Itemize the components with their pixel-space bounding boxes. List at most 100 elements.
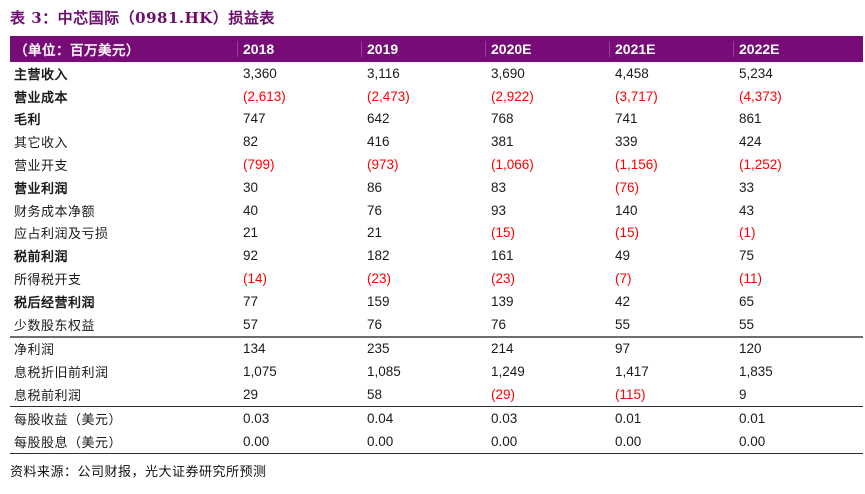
cell-value: 140 [615, 202, 638, 218]
table-title: 表 3：中芯国际（0981.HK）损益表 [10, 9, 275, 27]
cell-value: 0.00 [243, 433, 270, 449]
cell-value: 214 [491, 341, 514, 357]
cell-value: 1,249 [491, 364, 525, 380]
row-label: 其它收入 [14, 136, 69, 152]
cell-value: 747 [243, 111, 266, 127]
cell-value: 0.04 [367, 410, 394, 426]
row-label: 税前利润 [14, 250, 69, 266]
row-label: 财务成本净额 [14, 204, 96, 220]
cell-value: 424 [739, 134, 762, 150]
row-label: 息税前利润 [14, 389, 82, 405]
cell-value: 1,085 [367, 364, 401, 380]
cell-value: (76) [615, 179, 640, 195]
row-label: 营业开支 [14, 159, 69, 175]
table-row: 息税前利润 29 58 (29) (115) 9 [10, 383, 863, 407]
cell-value: 381 [491, 134, 514, 150]
cell-value: (1,066) [491, 157, 534, 173]
column-header-2021e: 2021E [609, 41, 733, 57]
table-header-row: （单位：百万美元） 2018 2019 2020E 2021E 2022E [10, 36, 863, 62]
column-header-2022e: 2022E [733, 41, 862, 57]
cell-value: 43 [739, 202, 755, 218]
cell-value: 0.00 [367, 433, 394, 449]
cell-value: (1) [739, 225, 756, 241]
cell-value: 0.03 [243, 410, 270, 426]
cell-value: 21 [243, 225, 259, 241]
cell-value: (15) [491, 225, 516, 241]
cell-value: 76 [367, 316, 383, 332]
cell-value: (29) [491, 387, 516, 403]
column-header-2018: 2018 [237, 41, 361, 57]
cell-value: 55 [739, 316, 755, 332]
cell-value: (1,156) [615, 157, 658, 173]
cell-value: (23) [367, 271, 392, 287]
cell-value: (11) [739, 271, 763, 287]
table-row: 主营收入 3,360 3,116 3,690 4,458 5,234 [10, 62, 863, 85]
row-label: 每股收益（美元） [14, 412, 123, 428]
cell-value: 3,116 [367, 65, 400, 81]
cell-value: 1,835 [739, 364, 773, 380]
cell-value: 134 [243, 341, 266, 357]
row-label: 每股股息（美元） [14, 435, 123, 451]
cell-value: 182 [367, 248, 390, 264]
row-label: 应占利润及亏损 [14, 227, 109, 243]
cell-value: 40 [243, 202, 259, 218]
cell-value: 416 [367, 134, 390, 150]
cell-value: 235 [367, 341, 390, 357]
cell-value: 0.03 [491, 410, 518, 426]
table-row: 营业成本 (2,613) (2,473) (2,922) (3,717) (4,373) [10, 85, 863, 108]
cell-value: 642 [367, 111, 390, 127]
cell-value: (4,373) [739, 88, 782, 104]
table-row: 息税折旧前利润 1,075 1,085 1,249 1,417 1,835 [10, 360, 863, 383]
cell-value: 76 [367, 202, 383, 218]
row-label: 毛利 [14, 113, 42, 129]
cell-value: 65 [739, 293, 755, 309]
cell-value: 93 [491, 202, 507, 218]
cell-value: 0.00 [615, 433, 642, 449]
cell-value: 741 [615, 111, 638, 127]
cell-value: 21 [367, 225, 383, 241]
cell-value: 97 [615, 341, 631, 357]
cell-value: (23) [491, 271, 516, 287]
table-row: 税前利润 92 182 161 49 75 [10, 244, 863, 267]
cell-value: (115) [615, 387, 646, 403]
table-row: 税后经营利润 77 159 139 42 65 [10, 290, 863, 313]
table-row: 营业利润 30 86 83 (76) 33 [10, 176, 863, 199]
table-row: 所得税开支 (14) (23) (23) (7) (11) [10, 267, 863, 290]
cell-value: 42 [615, 293, 631, 309]
table-row: 财务成本净额 40 76 93 140 43 [10, 199, 863, 222]
cell-value: 9 [739, 387, 747, 403]
cell-value: (15) [615, 225, 640, 241]
table-row: 每股股息（美元） 0.00 0.00 0.00 0.00 0.00 [10, 430, 863, 454]
cell-value: 0.01 [615, 410, 642, 426]
cell-value: (973) [367, 157, 399, 173]
row-label: 营业利润 [14, 181, 69, 197]
cell-value: 339 [615, 134, 638, 150]
income-table-body: 主营收入 3,360 3,116 3,690 4,458 5,234 营业成本 (2,6… [10, 62, 863, 454]
cell-value: 83 [491, 179, 507, 195]
cell-value: 3,360 [243, 65, 277, 81]
cell-value: 76 [491, 316, 507, 332]
cell-value: (1,252) [739, 157, 782, 173]
table-row: 其它收入 82 416 381 339 424 [10, 130, 863, 153]
row-label: 营业成本 [14, 90, 69, 106]
cell-value: 57 [243, 316, 259, 332]
cell-value: 1,075 [243, 364, 277, 380]
cell-value: (2,613) [243, 88, 286, 104]
row-label: 净利润 [14, 343, 55, 359]
cell-value: 861 [739, 111, 762, 127]
cell-value: 139 [491, 293, 514, 309]
cell-value: 92 [243, 248, 259, 264]
row-label: 所得税开支 [14, 273, 82, 289]
cell-value: (2,473) [367, 88, 410, 104]
table-row: 每股收益（美元） 0.03 0.04 0.03 0.01 0.01 [10, 407, 863, 430]
row-label: 税后经营利润 [14, 295, 96, 311]
row-label: 主营收入 [14, 67, 69, 83]
cell-value: 161 [491, 248, 514, 264]
source-note: 资料来源：公司财报，光大证券研究所预测 [10, 464, 267, 480]
cell-value: 5,234 [739, 65, 773, 81]
income-statement-table: （单位：百万美元） 2018 2019 2020E 2021E 2022E 主营… [10, 36, 863, 454]
column-header-2020e: 2020E [485, 41, 609, 57]
cell-value: (3,717) [615, 88, 658, 104]
cell-value: (7) [615, 271, 632, 287]
